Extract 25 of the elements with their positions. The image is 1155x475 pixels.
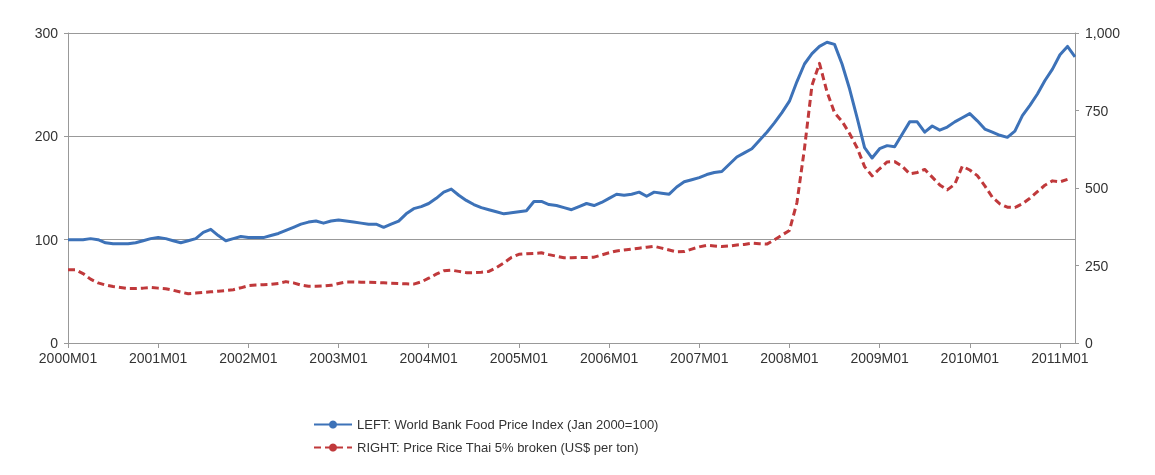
- y2-tick-label: 750: [1085, 102, 1109, 119]
- y2-tick-label: 0: [1085, 335, 1093, 351]
- y2-tick-label: 1,000: [1085, 25, 1121, 41]
- y2-tick-label: 250: [1085, 257, 1109, 274]
- y-tick-label: 0: [50, 335, 59, 351]
- x-tick-label: 2008M01: [760, 350, 819, 366]
- y2-tick-label: 500: [1085, 180, 1109, 196]
- x-tick-label: 2005M01: [489, 350, 549, 366]
- x-tick-label: 2009M01: [850, 350, 910, 366]
- x-tick-label: 2007M01: [670, 350, 729, 366]
- x-tick-label: 2006M01: [579, 350, 639, 366]
- line-series: [66, 40, 1077, 246]
- line-series: [66, 61, 1069, 296]
- legend-label: LEFT: World Bank Food Price Index (Jan 2000=100): [357, 417, 659, 432]
- y-tick-label: 200: [34, 128, 59, 145]
- y-tick-label: 100: [34, 231, 59, 248]
- x-tick-label: 2010M01: [940, 350, 1000, 366]
- x-tick-label: 2000M01: [38, 350, 98, 366]
- x-tick-label: 2001M01: [128, 350, 188, 366]
- x-tick-label: 2011M01: [1031, 350, 1089, 366]
- x-tick-label: 2004M01: [399, 350, 459, 366]
- y-tick-label: 300: [34, 25, 59, 41]
- x-tick-label: 2003M01: [309, 350, 368, 366]
- x-tick-label: 2002M01: [219, 350, 278, 366]
- legend-label: RIGHT: Price Rice Thai 5% broken (US$ per ton): [357, 440, 639, 455]
